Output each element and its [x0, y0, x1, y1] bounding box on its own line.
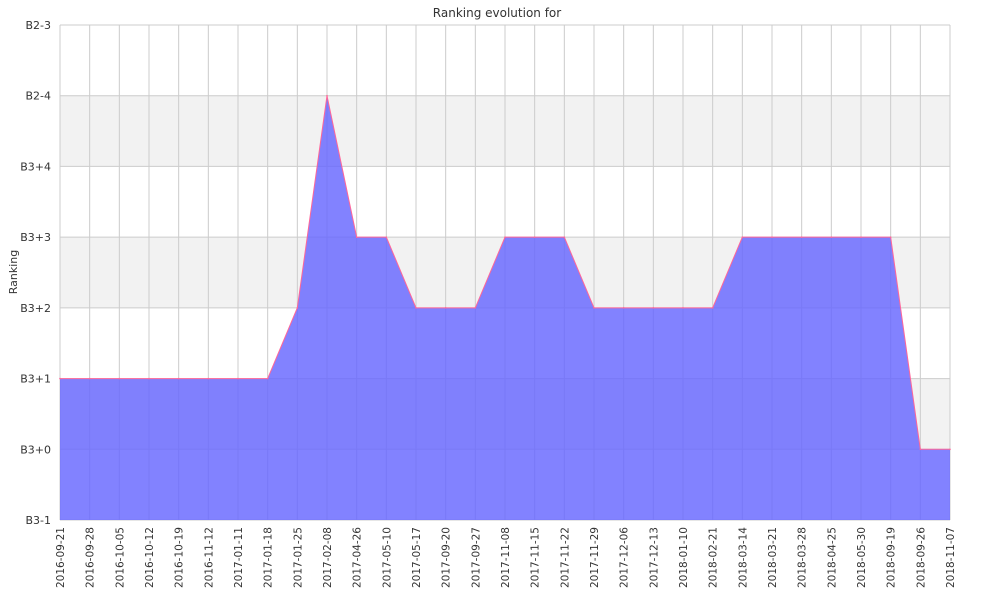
y-tick-label: B2-3: [25, 19, 51, 32]
data-point: [148, 377, 150, 380]
x-tick-label: 2017-05-10: [381, 527, 393, 588]
x-tick-label: 2018-03-21: [767, 527, 779, 588]
y-tick-label: B2-4: [25, 90, 51, 103]
x-tick-label: 2018-03-14: [737, 527, 749, 588]
y-tick-label: B3+3: [20, 231, 51, 244]
data-point: [118, 377, 121, 380]
data-point: [266, 377, 269, 380]
data-point: [800, 236, 803, 238]
data-point: [622, 307, 625, 309]
x-tick-label: 2018-03-28: [797, 527, 809, 588]
data-point: [682, 307, 684, 309]
y-tick-label: B3-1: [25, 514, 51, 527]
x-tick-label: 2016-10-05: [114, 527, 126, 588]
data-point: [355, 236, 358, 238]
data-point: [385, 236, 388, 238]
plot-area: [59, 94, 951, 520]
x-tick-label: 2017-01-25: [292, 527, 304, 588]
x-tick-label: 2018-05-30: [856, 527, 868, 588]
x-tick-label: 2017-09-20: [441, 527, 453, 588]
data-point: [711, 307, 714, 309]
data-point: [237, 377, 239, 380]
x-axis-ticks: 2016-09-21 2016-09-28 2016-10-05 2016-10-12…: [55, 527, 957, 588]
x-tick-label: 2017-01-18: [263, 527, 275, 588]
x-tick-label: 2017-05-17: [411, 527, 423, 588]
data-point: [326, 94, 328, 97]
data-point: [860, 236, 862, 238]
data-point: [177, 377, 180, 380]
data-point: [919, 448, 922, 451]
x-tick-label: 2017-02-08: [322, 527, 334, 588]
data-point: [415, 307, 417, 309]
data-point: [88, 377, 91, 380]
x-tick-label: 2018-01-10: [678, 527, 690, 588]
data-point: [533, 236, 536, 238]
data-point: [830, 236, 833, 238]
x-tick-label: 2016-09-21: [55, 527, 67, 588]
x-tick-label: 2018-09-26: [915, 527, 927, 588]
data-point: [59, 377, 61, 380]
data-point: [444, 307, 447, 309]
data-point: [771, 236, 773, 238]
x-tick-label: 2017-11-22: [559, 527, 571, 588]
y-tick-label: B3+4: [20, 160, 51, 173]
data-point: [504, 236, 506, 238]
data-point: [593, 307, 595, 309]
x-tick-label: 2017-11-15: [530, 527, 542, 588]
y-tick-label: B3+2: [20, 302, 51, 315]
y-axis-ticks: B3-1 B3+0 B3+1 B3+2 B3+3 B3+4 B2-4 B2-3: [20, 19, 51, 527]
series-area: [60, 95, 950, 520]
x-tick-label: 2017-11-29: [589, 527, 601, 588]
x-tick-label: 2018-04-25: [826, 527, 838, 588]
x-tick-label: 2016-11-12: [203, 527, 215, 588]
data-point: [949, 448, 951, 451]
x-tick-label: 2017-04-26: [352, 527, 364, 588]
data-point: [741, 236, 744, 238]
data-point: [889, 236, 892, 238]
chart-title: Ranking evolution for: [433, 6, 561, 20]
x-tick-label: 2016-10-19: [174, 527, 186, 588]
y-tick-label: B3+1: [20, 373, 51, 386]
data-point: [296, 307, 299, 309]
x-tick-label: 2016-10-12: [144, 527, 156, 588]
data-point: [652, 307, 655, 309]
x-tick-label: 2017-12-13: [648, 527, 660, 588]
x-tick-label: 2017-01-11: [233, 527, 245, 588]
x-tick-label: 2018-11-07: [945, 527, 957, 588]
data-point: [563, 236, 566, 238]
x-tick-label: 2017-11-08: [500, 527, 512, 588]
x-tick-label: 2018-09-19: [886, 527, 898, 588]
y-axis-label: Ranking: [7, 250, 20, 295]
y-tick-label: B3+0: [20, 443, 51, 456]
x-tick-label: 2018-02-21: [708, 527, 720, 588]
x-tick-label: 2017-12-06: [619, 527, 631, 588]
x-tick-label: 2017-09-27: [470, 527, 482, 588]
data-point: [474, 307, 477, 309]
data-point: [207, 377, 210, 380]
x-tick-label: 2016-09-28: [85, 527, 97, 588]
